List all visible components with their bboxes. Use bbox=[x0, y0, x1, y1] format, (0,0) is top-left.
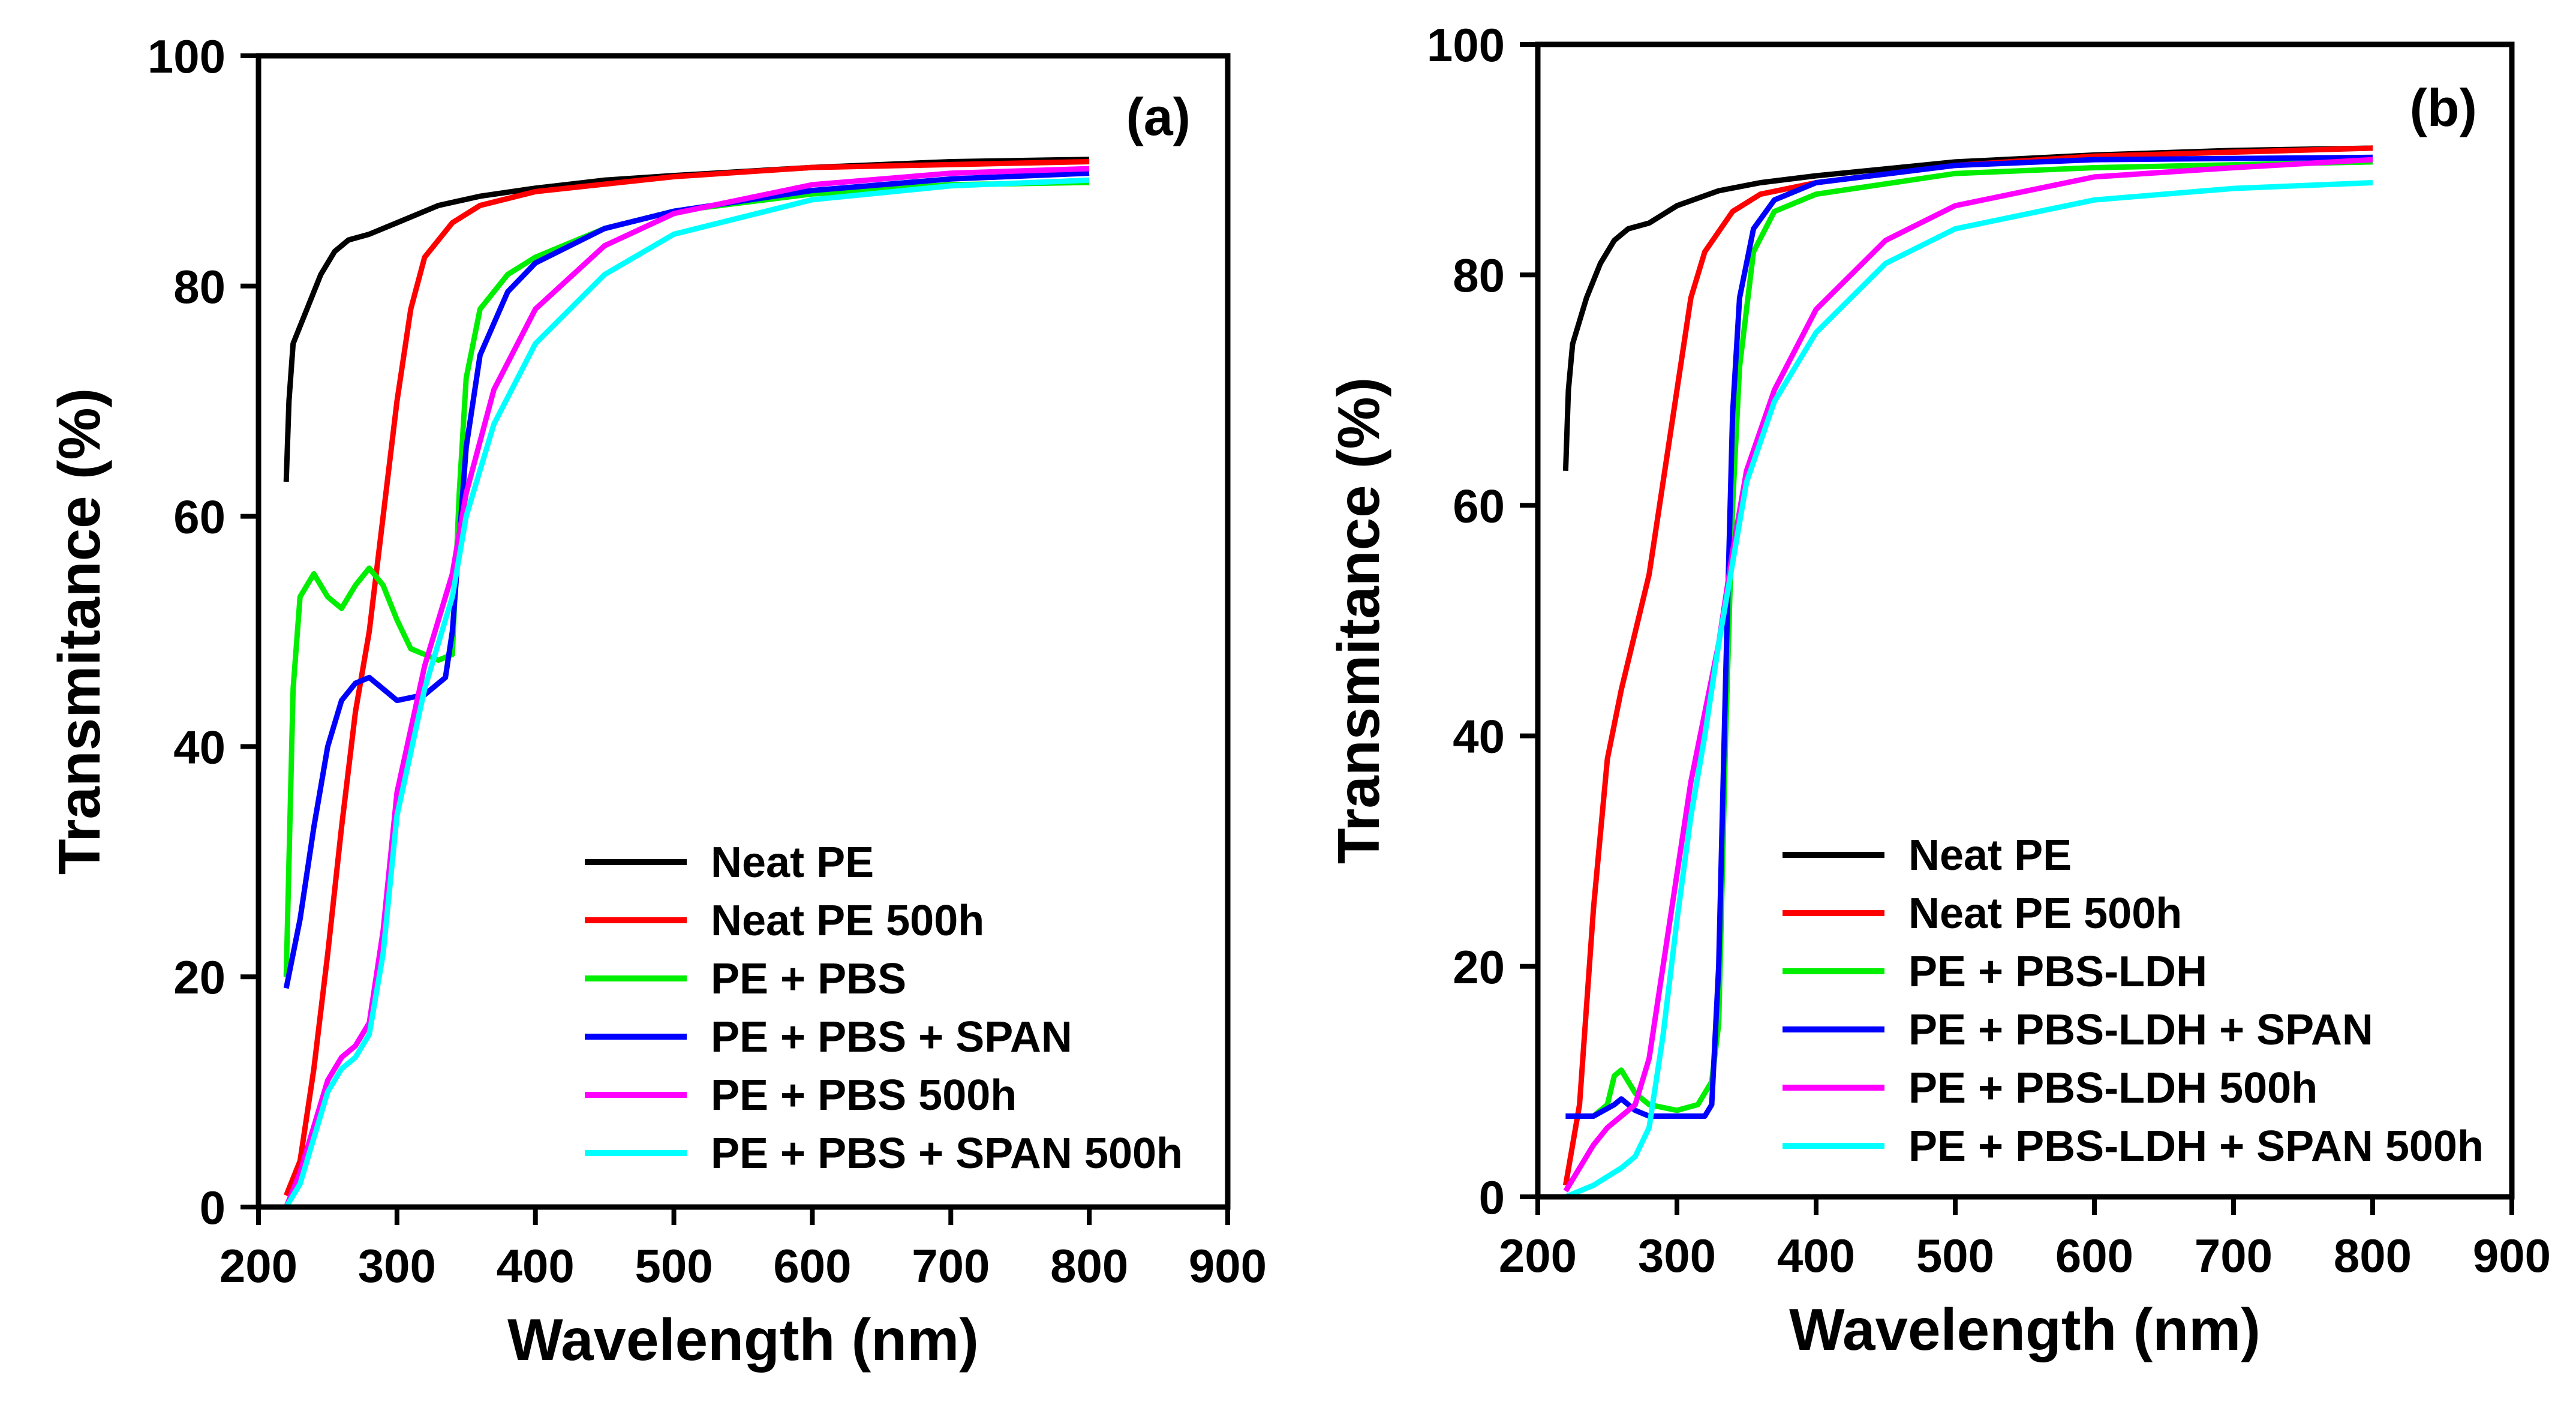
legend-label: PE + PBS + SPAN 500h bbox=[711, 1130, 1183, 1178]
plot-frame bbox=[256, 53, 1231, 1210]
series-line-pe-pbs-span bbox=[283, 170, 1090, 989]
series-line-neat-pe-500h bbox=[284, 159, 1090, 1197]
plot-frame bbox=[1535, 41, 2515, 1200]
legend-label: PE + PBS + SPAN bbox=[711, 1013, 1072, 1061]
series-line-pe-pbs-500h bbox=[284, 166, 1090, 1208]
x-axis-label: Wavelength (nm) bbox=[507, 1307, 979, 1373]
y-tick-label: 80 bbox=[1453, 249, 1505, 302]
x-tick-label: 400 bbox=[1777, 1229, 1855, 1282]
series-line-pe-pbs-ldh-span bbox=[1565, 154, 2373, 1119]
panel-label: (b) bbox=[2410, 78, 2477, 137]
legend-label: PE + PBS bbox=[711, 955, 906, 1003]
y-tick-label: 40 bbox=[1453, 710, 1505, 763]
x-tick-label: 600 bbox=[773, 1239, 851, 1292]
x-tick-label: 200 bbox=[1499, 1229, 1577, 1282]
series-line-pe-pbs bbox=[283, 179, 1090, 977]
x-tick-label: 600 bbox=[2055, 1229, 2133, 1282]
x-tick-label: 300 bbox=[1638, 1229, 1716, 1282]
x-tick-label: 300 bbox=[358, 1239, 436, 1292]
x-tick-label: 900 bbox=[2473, 1229, 2551, 1282]
y-axis-label: Transmitance (%) bbox=[46, 388, 112, 875]
x-tick-label: 500 bbox=[635, 1239, 713, 1292]
y-tick-label: 0 bbox=[200, 1181, 226, 1234]
x-tick-label: 800 bbox=[1050, 1239, 1128, 1292]
x-tick-label: 200 bbox=[220, 1239, 297, 1292]
y-tick-label: 40 bbox=[173, 720, 226, 773]
legend: Neat PE Neat PE 500h PE + PBS PE + PBS + SP… bbox=[585, 839, 1183, 1178]
y-tick-label: 80 bbox=[173, 260, 226, 313]
chart-panel-b: 200 300 400 500 600 700 800 900 0 20 40 60 80 100 Wave… bbox=[1325, 19, 2551, 1362]
legend-label: PE + PBS-LDH + SPAN 500h bbox=[1908, 1122, 2484, 1170]
y-tick-label: 0 bbox=[1479, 1171, 1505, 1224]
x-tick-label: 500 bbox=[1916, 1229, 1994, 1282]
legend-label: Neat PE 500h bbox=[1908, 890, 2182, 938]
x-axis-label: Wavelength (nm) bbox=[1789, 1296, 2261, 1362]
legend-label: Neat PE bbox=[711, 839, 874, 887]
y-tick-label: 20 bbox=[1453, 941, 1505, 993]
x-tick-label: 700 bbox=[2195, 1229, 2273, 1282]
series-line-pe-pbs-span-500h bbox=[284, 177, 1090, 1209]
y-axis-label: Transmitance (%) bbox=[1325, 377, 1391, 864]
y-tick-label: 100 bbox=[148, 30, 226, 83]
x-tick-label: 700 bbox=[912, 1239, 990, 1292]
legend: Neat PE Neat PE 500h PE + PBS-LDH PE + PBS-… bbox=[1783, 831, 2484, 1170]
y-tick-label: 20 bbox=[173, 951, 226, 1004]
legend-label: PE + PBS-LDH bbox=[1908, 948, 2207, 996]
chart-panel-a: 200 300 400 500 600 700 800 900 0 20 40 60 80 100 Wave… bbox=[46, 30, 1267, 1373]
x-tick-label: 900 bbox=[1189, 1239, 1267, 1292]
x-tick-label: 800 bbox=[2334, 1229, 2412, 1282]
y-tick-label: 60 bbox=[1453, 479, 1505, 532]
y-tick-label: 100 bbox=[1427, 19, 1505, 71]
x-tick-label: 400 bbox=[497, 1239, 575, 1292]
legend-label: PE + PBS 500h bbox=[711, 1071, 1017, 1119]
panel-label: (a) bbox=[1126, 87, 1191, 146]
legend-label: Neat PE 500h bbox=[711, 897, 984, 945]
legend-label: Neat PE bbox=[1908, 831, 2072, 879]
y-tick-label: 60 bbox=[173, 491, 226, 544]
series-line-pe-pbs-ldh-500h bbox=[1563, 157, 2373, 1193]
legend-label: PE + PBS-LDH 500h bbox=[1908, 1064, 2318, 1112]
series-line-pe-pbs-ldh-span-500h bbox=[1564, 180, 2373, 1200]
legend-label: PE + PBS-LDH + SPAN bbox=[1908, 1006, 2373, 1054]
